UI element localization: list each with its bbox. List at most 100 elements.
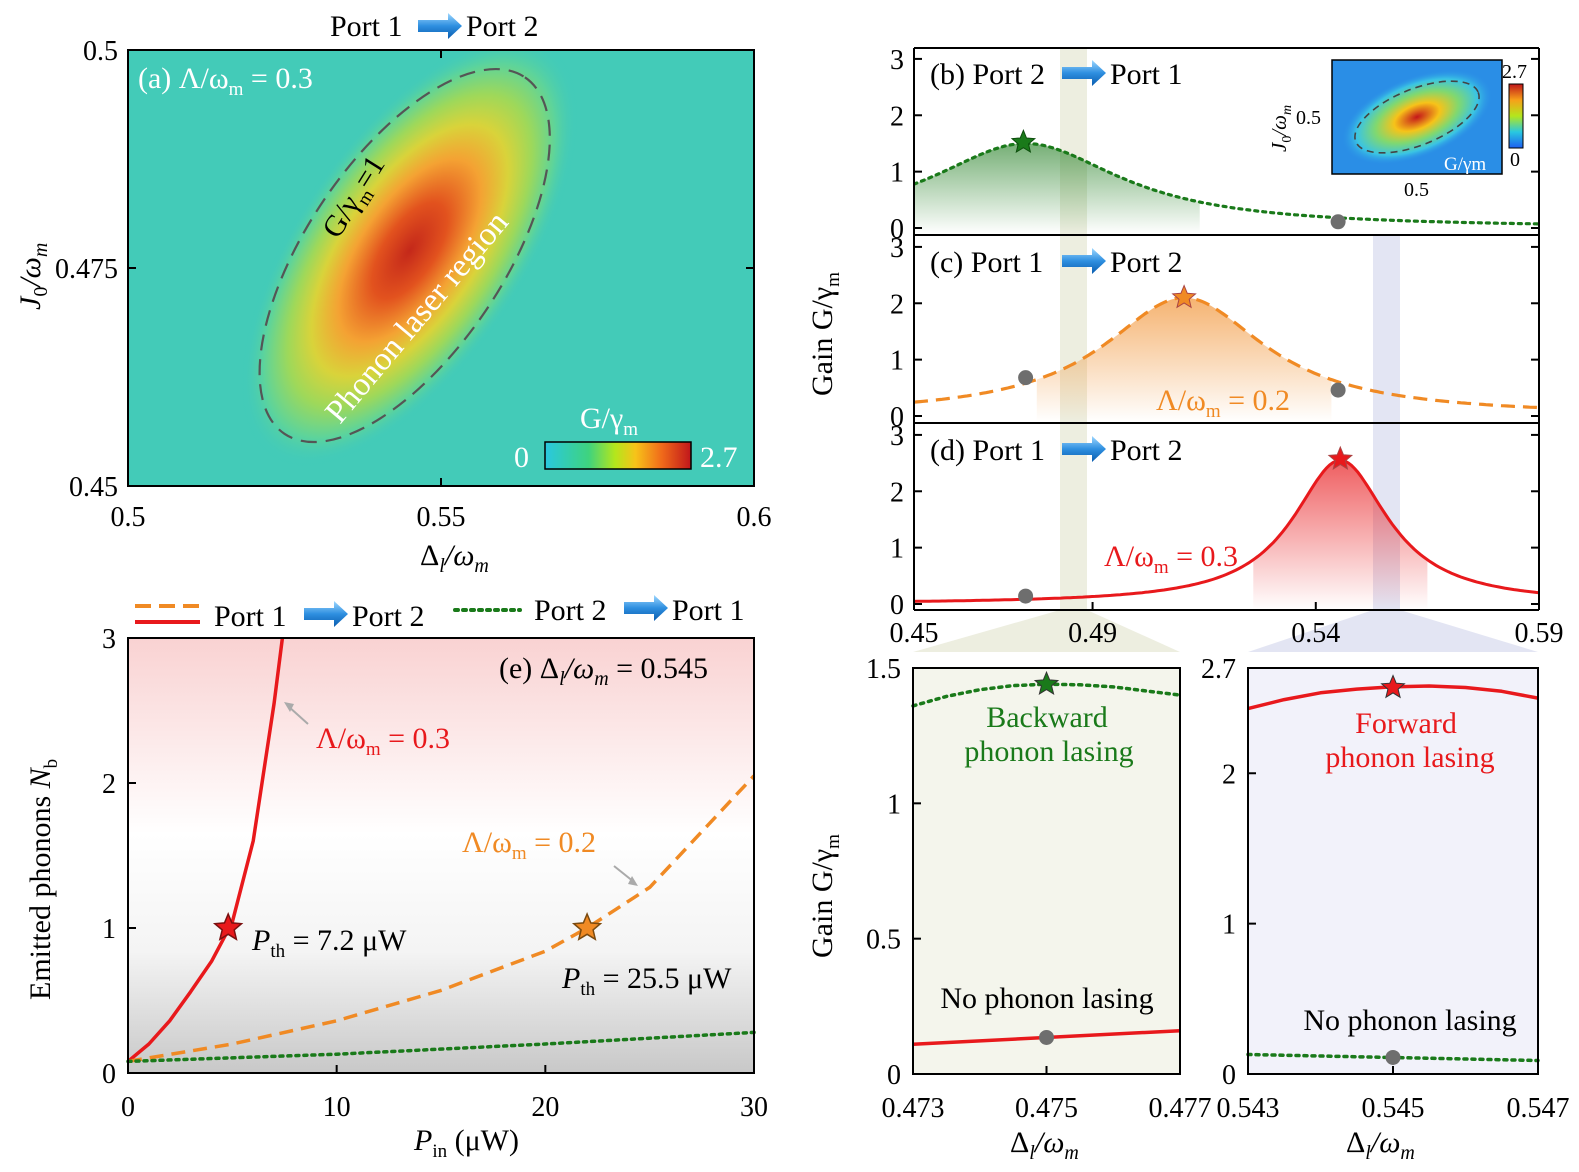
arrow-head-icon (628, 876, 638, 886)
panel-d-label: (d) Port 1 (930, 434, 1045, 467)
header-from-port: Port 1 (330, 10, 403, 43)
peak-shading (914, 143, 1200, 234)
panel-e-ylabel: Emitted phonons Nb (24, 759, 62, 1000)
y-tick-label: 3 (890, 421, 904, 452)
zoom-connector-left (913, 610, 1180, 652)
x-tick-label: 0.45 (890, 618, 939, 649)
y-tick-label: 3 (890, 233, 904, 264)
x-tick-label: 0.55 (417, 502, 466, 533)
arrow-right-icon (1062, 60, 1106, 86)
colorbar-title: G/γm (580, 402, 638, 440)
x-tick-label: 0.475 (1015, 1093, 1078, 1124)
panel-e-ticks: 0 10 20 30 0 1 2 3 (102, 624, 768, 1123)
panel-c (914, 284, 1539, 422)
y-tick-label: 0 (887, 1060, 901, 1091)
pth-red-label: Pth = 7.2 μW (251, 924, 407, 962)
contour-gain-unity (258, 67, 551, 444)
x-tick-label: 10 (323, 1092, 351, 1123)
y-tick-label: 1 (890, 534, 904, 565)
no-lasing-right: No phonon lasing (1303, 1004, 1516, 1037)
panel-a-colorbar: G/γm 0 2.7 (514, 402, 738, 474)
inset-frame (1331, 59, 1503, 175)
y-tick-label: 1 (887, 789, 901, 820)
marker-dot (1385, 1049, 1401, 1065)
y-tick-label: 0 (890, 590, 904, 621)
panel-b-to: Port 1 (1110, 58, 1183, 91)
arrow-right-icon (624, 595, 668, 621)
panels-bcd-gain: (b) Port 2 Port 1 (c) Port 1 Port 2 Λ/ωm… (806, 45, 1564, 652)
panel-zoom-left: 0.473 0.475 0.477 0 0.5 1 1.5 Backward phonon … (806, 654, 1212, 1164)
plot-area (914, 296, 1539, 422)
panel-a-ylabel: J0/ωm (14, 243, 52, 310)
y-tick-label: 1 (890, 158, 904, 189)
panel-d (914, 445, 1539, 610)
arrow-right-icon (418, 13, 462, 39)
inset-colorbar (1508, 83, 1524, 149)
x-tick-label: 0.543 (1217, 1093, 1280, 1124)
zoom-left-ylabel: Gain G/γm (806, 834, 844, 958)
arrow-head-icon (284, 702, 294, 712)
peak-star-icon (1010, 128, 1037, 154)
panel-d-to: Port 2 (1110, 434, 1183, 467)
panel-a-label: (a) Λ/ωm = 0.3 (138, 62, 313, 100)
zoom-right-ticks: 0.543 0.545 0.547 0 1 2 2.7 (1201, 654, 1570, 1124)
peak-star-icon (1033, 670, 1060, 695)
y-tick-label: 2 (890, 289, 904, 320)
panel-d-annotation: Λ/ωm = 0.3 (1104, 540, 1238, 578)
y-tick-label: 3 (890, 45, 904, 76)
y-tick-label: 2.7 (1201, 654, 1236, 685)
legend-port-from-2: Port 2 (534, 594, 607, 627)
forward-lasing-line2: phonon lasing (1325, 741, 1494, 774)
colorbar-min: 0 (514, 441, 529, 474)
zoom-left-series (911, 670, 1182, 1046)
panel-e-phonons: Port 1 Port 2 Port 2 Port 1 0 10 20 300123 … (24, 594, 768, 1162)
y-tick-label: 1 (1222, 910, 1236, 941)
x-tick-label: 30 (740, 1092, 768, 1123)
pth-orange-label: Pth = 25.5 μW (561, 962, 732, 1000)
arrow-right-icon (1062, 436, 1106, 462)
y-tick-label: 0 (890, 402, 904, 433)
plot-area (914, 458, 1539, 610)
panel-a-xlabel: Δl/ωm (420, 539, 489, 577)
zoom-right-series (1246, 674, 1540, 1065)
y-tick-label: 0.5 (83, 36, 118, 67)
x-tick-label: 20 (531, 1092, 559, 1123)
panel-e-xlabel: Pin (μW) (413, 1124, 519, 1162)
marker-dot (1018, 588, 1034, 604)
y-tick-label: 2 (890, 477, 904, 508)
y-tick-label: 0.5 (866, 925, 901, 956)
panel-b-label: (b) Port 2 (930, 58, 1045, 91)
colorbar-max: 2.7 (700, 441, 738, 474)
panel-a-header: Port 1 Port 2 (330, 10, 539, 43)
panel-e-series (126, 637, 756, 1064)
inset-xtick: 0.5 (1404, 179, 1429, 201)
series-line (126, 1030, 756, 1064)
y-tick-label: 0.45 (69, 472, 118, 503)
inset-heat-peak (1341, 69, 1493, 165)
zoom-right-background (1248, 668, 1538, 1074)
marker-dot (1018, 370, 1034, 386)
arrow-right-icon (304, 601, 348, 627)
threshold-star-icon (212, 912, 244, 941)
x-tick-label: 0.54 (1291, 618, 1340, 649)
marker-dot (1330, 214, 1346, 230)
orange-curve-label: Λ/ωm = 0.2 (462, 826, 596, 864)
y-tick-label: 3 (102, 624, 116, 655)
peak-shading (1253, 460, 1428, 610)
y-tick-label: 1 (890, 346, 904, 377)
panel-b-inset: G/γm 2.7 0 0.5 0.5 J0/ωm (1267, 59, 1527, 201)
panel-e-background (128, 638, 754, 1073)
marker-dot (1330, 382, 1346, 398)
y-tick-label: 0 (890, 214, 904, 245)
x-tick-label: 0.547 (1507, 1093, 1570, 1124)
series-line (914, 296, 1539, 410)
peak-shading (1036, 297, 1332, 422)
x-tick-label: 0.473 (882, 1093, 945, 1124)
panel-bcd-ylabel: Gain G/γm (806, 272, 844, 396)
panel-c-annotation: Λ/ωm = 0.2 (1156, 384, 1290, 422)
panel-e-legend: Port 1 Port 2 Port 2 Port 1 (135, 594, 745, 633)
forward-lasing-line1: Forward (1355, 707, 1457, 740)
peak-star-icon (1380, 674, 1406, 699)
